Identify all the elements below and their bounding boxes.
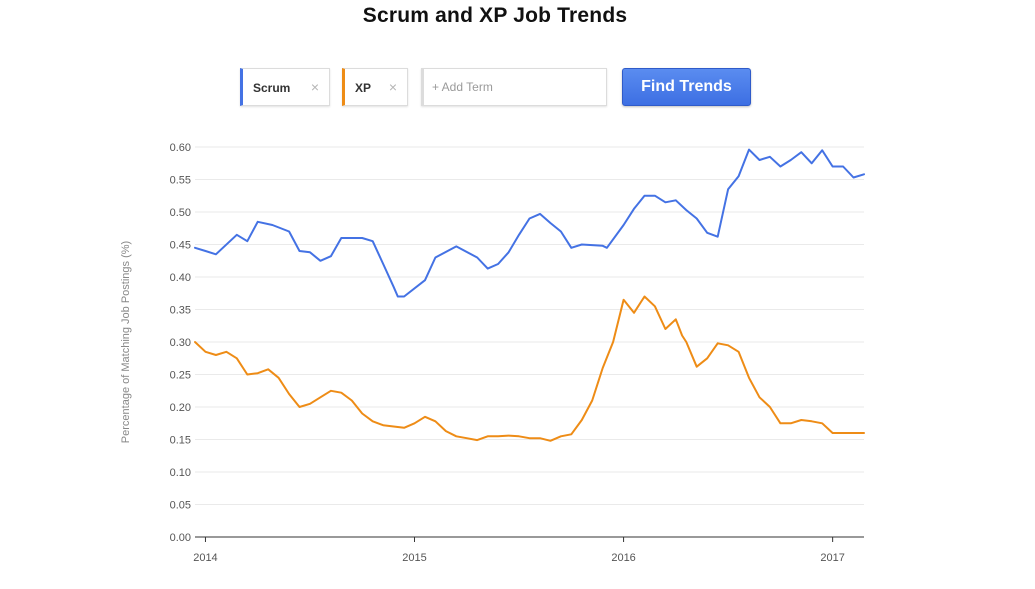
y-tick-label: 0.05 [170, 500, 191, 512]
close-icon[interactable]: × [388, 79, 397, 95]
y-tick-label: 0.00 [170, 532, 191, 544]
page-title: Scrum and XP Job Trends [362, 4, 628, 27]
y-tick-label: 0.15 [170, 435, 191, 447]
y-tick-label: 0.30 [170, 337, 191, 349]
y-tick-label: 0.25 [170, 370, 191, 382]
x-tick-label: 2015 [402, 552, 426, 564]
y-tick-label: 0.60 [170, 142, 191, 154]
term-chip-scrum[interactable]: Scrum × [240, 68, 330, 106]
add-term-input[interactable] [421, 68, 607, 106]
term-label-scrum: Scrum [253, 81, 291, 95]
y-tick-label: 0.40 [170, 272, 191, 284]
y-axis-title: Percentage of Matching Job Postings (%) [120, 241, 132, 443]
x-tick-label: 2016 [611, 552, 635, 564]
series-line-scrum [194, 148, 865, 298]
x-tick-label: 2017 [820, 552, 844, 564]
y-tick-label: 0.35 [170, 305, 191, 317]
series-line-xp [194, 295, 865, 442]
x-tick-label: 2014 [193, 552, 217, 564]
y-tick-label: 0.50 [170, 207, 191, 219]
y-tick-label: 0.10 [170, 467, 191, 479]
y-tick-label: 0.20 [170, 402, 191, 414]
y-tick-label: 0.55 [170, 175, 191, 187]
term-label-xp: XP [355, 81, 372, 95]
term-chip-xp[interactable]: XP × [342, 68, 408, 106]
y-tick-label: 0.45 [170, 240, 191, 252]
find-trends-button[interactable]: Find Trends [622, 68, 751, 106]
close-icon[interactable]: × [310, 79, 319, 95]
